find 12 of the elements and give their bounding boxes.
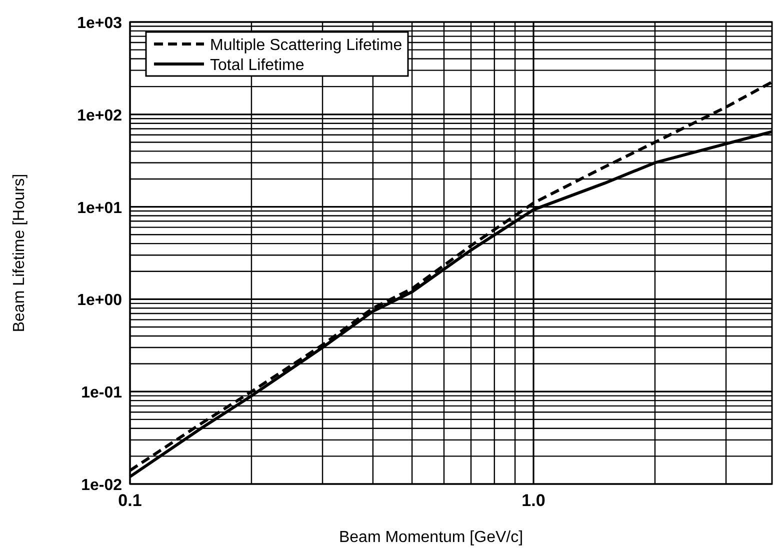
x-axis-title: Beam Momentum [GeV/c] (338, 529, 524, 546)
y-tick-label: 1e-01 (81, 384, 122, 402)
y-tick-label: 1e+00 (77, 292, 122, 310)
legend-label: Multiple Scattering Lifetime (210, 37, 402, 54)
x-tick-label: 0.1 (118, 491, 142, 510)
y-tick-label: 1e-02 (81, 477, 122, 494)
legend-label: Total Lifetime (210, 57, 304, 74)
y-tick-label: 1e+02 (77, 107, 122, 124)
y-tick-label: 1e+03 (77, 15, 122, 32)
y-axis-title: Beam Lifetime [Hours] (11, 174, 28, 332)
x-tick-label: 1.0 (522, 491, 546, 510)
y-tick-label: 1e+01 (77, 200, 122, 217)
